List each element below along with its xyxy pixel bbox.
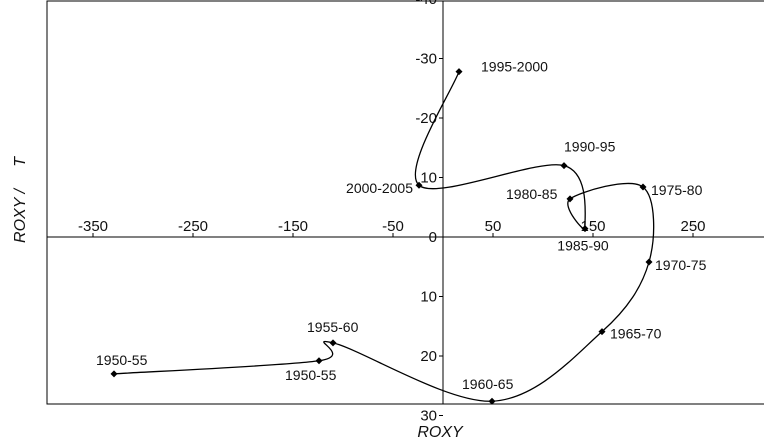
x-axis-label: ROXY — [417, 424, 464, 441]
x-tick-label: 150 — [580, 218, 605, 235]
data-point — [329, 339, 337, 347]
plot-frame — [46, 0, 764, 405]
point-label: 1990-95 — [564, 139, 616, 155]
point-label: 1950-55 — [285, 367, 337, 383]
y-tick-label: 30 — [420, 408, 437, 425]
point-label: 1955-60 — [307, 319, 359, 335]
data-point — [598, 328, 606, 336]
point-label: 1995-2000 — [481, 59, 548, 75]
point-label: 1960-65 — [462, 376, 514, 392]
x-tick-label: 250 — [680, 218, 705, 235]
data-point — [488, 397, 496, 405]
series-curve — [113, 71, 655, 402]
point-label: 1950-55 — [96, 352, 148, 368]
data-points — [110, 68, 653, 405]
y-axis-label: ROXY / T — [12, 156, 29, 243]
data-point — [110, 370, 118, 378]
y-tick-label: 20 — [420, 348, 437, 365]
point-label: 1980-85 — [506, 186, 558, 202]
data-point — [645, 258, 653, 266]
y-tick-label: 0 — [429, 229, 437, 246]
point-label: 1985-90 — [557, 238, 609, 254]
data-point — [415, 181, 423, 189]
axes — [47, 1, 764, 404]
x-tick-label: -350 — [78, 218, 108, 235]
data-point — [566, 195, 574, 203]
y-tick-label: -40 — [415, 0, 437, 8]
y-tick-label: 10 — [420, 289, 437, 306]
point-label: 1965-70 — [610, 326, 662, 342]
x-tick-label: -250 — [178, 218, 208, 235]
data-point — [581, 225, 589, 233]
x-tick-label: 50 — [485, 218, 502, 235]
y-tick-label: -20 — [415, 110, 437, 127]
tick-labels: -350 -250 -150 -50 50 150 250 -40 -30 -20 10 0 10 20 3… — [78, 0, 706, 425]
data-point — [315, 357, 323, 365]
x-tick-label: -150 — [278, 218, 308, 235]
point-label: 1970-75 — [655, 257, 707, 273]
x-tick-label: -50 — [382, 218, 404, 235]
point-labels: 1950-55 1950-55 1955-60 1960-65 1965-70 1970-… — [96, 59, 707, 393]
point-label: 2000-2005 — [346, 180, 413, 196]
y-tick-label: -30 — [415, 51, 437, 68]
data-point — [639, 183, 647, 191]
y-tick-label: 10 — [420, 170, 437, 187]
data-point — [455, 68, 463, 76]
point-label: 1975-80 — [651, 182, 703, 198]
data-point — [560, 162, 568, 170]
